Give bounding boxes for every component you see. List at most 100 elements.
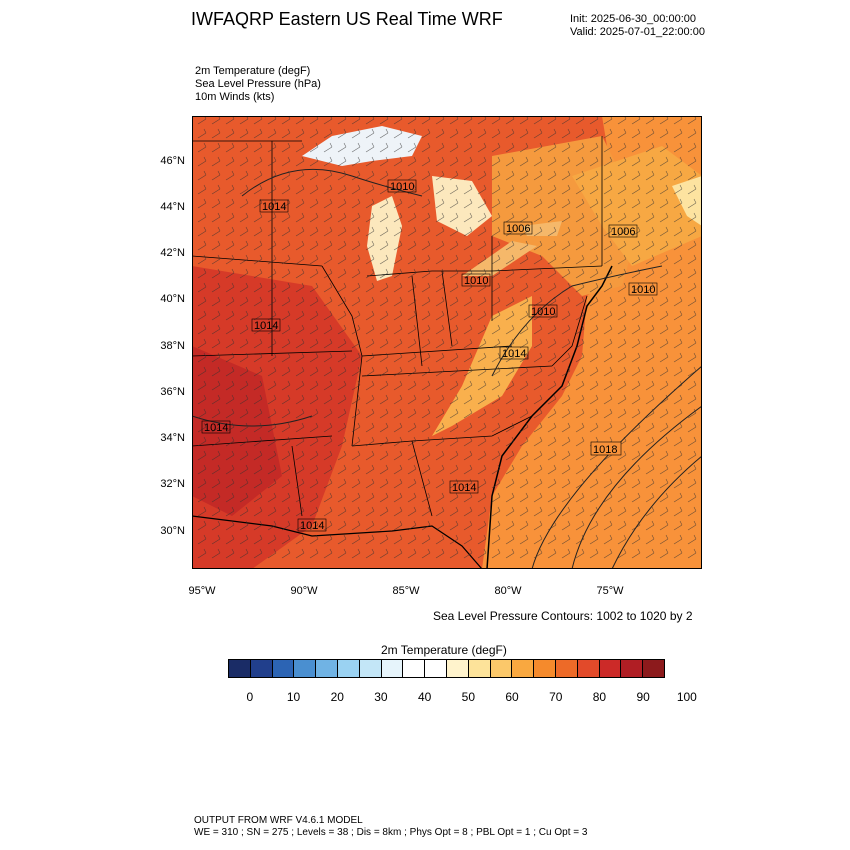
wind-barb: [351, 408, 361, 419]
wind-barb: [337, 240, 347, 251]
wind-barb: [603, 282, 613, 293]
wind-barb: [393, 184, 403, 195]
wind-barb: [323, 366, 333, 377]
colorbar-swatch: [599, 660, 622, 677]
wind-barb: [225, 156, 235, 167]
wind-barb: [197, 408, 207, 419]
wind-barb: [337, 394, 347, 405]
wind-barb: [491, 408, 501, 419]
wind-barb: [547, 380, 557, 391]
wind-barb: [575, 282, 585, 293]
wind-barb: [407, 436, 417, 447]
wind-barb: [631, 170, 641, 181]
wind-barb: [407, 478, 417, 489]
wind-barb: [393, 450, 403, 461]
wind-barb: [393, 142, 403, 153]
wind-barb: [687, 282, 697, 293]
wind-barb: [379, 156, 389, 167]
wind-barb: [575, 324, 585, 335]
wind-barb: [631, 142, 641, 153]
wind-barb: [435, 520, 445, 531]
wind-barb: [393, 352, 403, 363]
wind-barb: [589, 394, 599, 405]
wind-barb: [407, 464, 417, 475]
wind-barb: [519, 366, 529, 377]
wind-barb: [407, 506, 417, 517]
wind-barb: [309, 492, 319, 503]
wind-barb: [379, 296, 389, 307]
wind-barb: [491, 520, 501, 531]
wind-barb: [407, 338, 417, 349]
wind-barb: [309, 198, 319, 209]
wind-barb: [477, 506, 487, 517]
wind-barb: [435, 310, 445, 321]
colorbar-swatch: [446, 660, 469, 677]
wind-barb: [547, 212, 557, 223]
wind-barb: [519, 212, 529, 223]
wind-barb: [687, 394, 697, 405]
wind-barb: [547, 142, 557, 153]
wind-barb: [393, 422, 403, 433]
wind-barb: [365, 240, 375, 251]
wind-barb: [239, 226, 249, 237]
contour-label: 1014: [297, 518, 327, 532]
contour-note: Sea Level Pressure Contours: 1002 to 102…: [433, 609, 693, 623]
wind-barb: [463, 240, 473, 251]
wind-barb: [561, 156, 571, 167]
wind-barb: [491, 226, 501, 237]
wind-barb: [253, 170, 263, 181]
wind-barb: [225, 226, 235, 237]
wind-barb: [309, 352, 319, 363]
lon-label: 80°W: [494, 585, 522, 597]
wind-barb: [323, 380, 333, 391]
run-times: Init: 2025-06-30_00:00:00 Valid: 2025-07…: [570, 13, 705, 39]
wind-barb: [561, 282, 571, 293]
wind-barb: [309, 282, 319, 293]
wind-barb: [519, 170, 529, 181]
wind-barb: [435, 394, 445, 405]
wind-barb: [575, 296, 585, 307]
wind-barb: [575, 464, 585, 475]
wind-barb: [617, 310, 627, 321]
wind-barb: [337, 268, 347, 279]
wind-barb: [323, 548, 333, 559]
wind-barb: [267, 492, 277, 503]
wind-barb: [603, 506, 613, 517]
wind-barb: [477, 534, 487, 545]
wind-barb: [211, 422, 221, 433]
wind-barb: [211, 128, 221, 139]
wind-barb: [477, 310, 487, 321]
footer-config: WE = 310 ; SN = 275 ; Levels = 38 ; Dis …: [194, 827, 588, 838]
wind-barb: [309, 310, 319, 321]
wind-barb: [351, 492, 361, 503]
wind-barb: [351, 142, 361, 153]
wind-barb: [477, 464, 487, 475]
wind-barb: [435, 506, 445, 517]
wind-barb: [295, 422, 305, 433]
wind-barb: [211, 240, 221, 251]
wind-barb: [477, 128, 487, 139]
wind-barb: [267, 548, 277, 559]
wind-barb: [491, 282, 501, 293]
wind-barb: [589, 520, 599, 531]
wind-barb: [449, 170, 459, 181]
wind-barb: [533, 198, 543, 209]
wind-barb: [673, 492, 683, 503]
wind-barb: [351, 478, 361, 489]
wind-barb: [309, 422, 319, 433]
wind-barb: [561, 142, 571, 153]
wind-barb: [575, 380, 585, 391]
wind-barb: [351, 352, 361, 363]
wind-barb: [589, 324, 599, 335]
colorbar-swatch: [316, 660, 338, 677]
wind-barb: [351, 464, 361, 475]
wind-barb: [393, 198, 403, 209]
wind-barb: [617, 170, 627, 181]
wind-barb: [659, 268, 669, 279]
wind-barb: [631, 506, 641, 517]
wind-barb: [365, 548, 375, 559]
lon-label: 95°W: [188, 585, 216, 597]
wind-barb: [463, 128, 473, 139]
wind-barb: [379, 464, 389, 475]
wind-barb: [561, 198, 571, 209]
